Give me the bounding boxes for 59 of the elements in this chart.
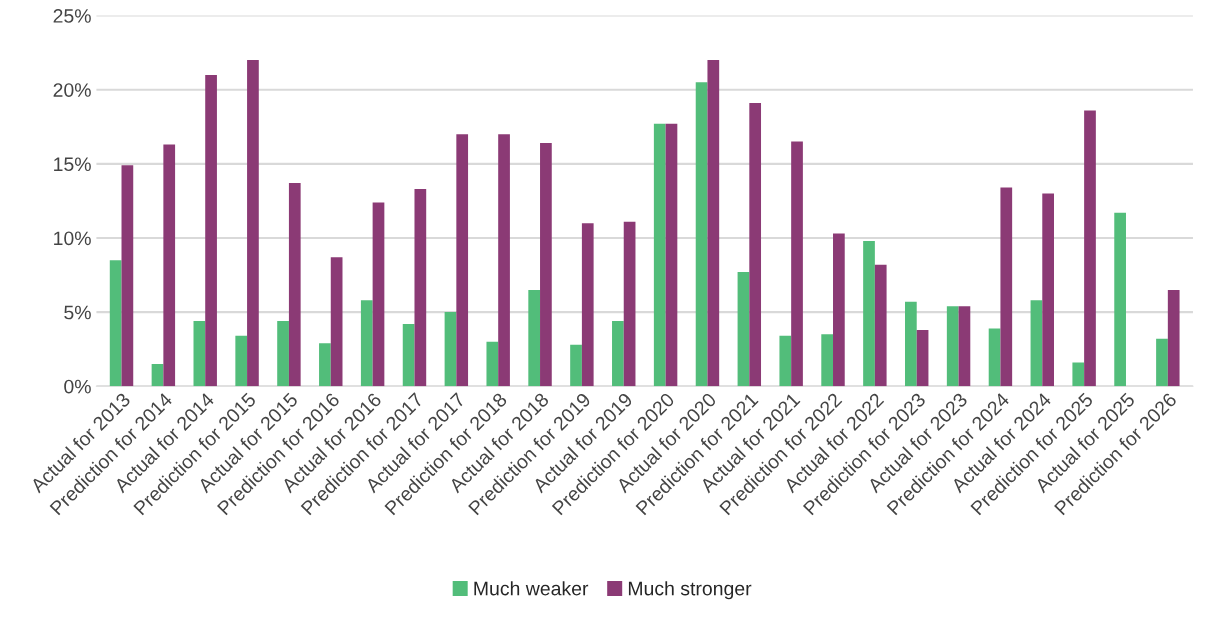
bar [833, 233, 845, 387]
bar [905, 301, 917, 387]
bar [779, 335, 792, 387]
bar [247, 60, 259, 387]
bar [1167, 289, 1180, 387]
bar [1042, 193, 1054, 387]
bar [163, 144, 176, 387]
bar [330, 257, 343, 387]
bar [151, 364, 164, 387]
y-tick-label: 15% [54, 157, 91, 172]
y-tick-label: 25% [53, 9, 91, 23]
bar [528, 289, 541, 387]
bar [1072, 362, 1085, 387]
bar [570, 344, 582, 387]
bar [193, 321, 206, 387]
bar [958, 306, 971, 387]
bar [360, 300, 373, 387]
bar [277, 321, 289, 387]
y-tick-label: 0% [64, 379, 91, 394]
bar [540, 143, 552, 387]
bar [1084, 110, 1096, 387]
legend-label: Much weaker [474, 581, 589, 596]
bar [665, 123, 678, 387]
bar [235, 335, 248, 387]
bar [414, 189, 427, 387]
bar [319, 343, 331, 387]
bar [456, 134, 469, 387]
bar [372, 202, 385, 387]
bar [863, 240, 875, 387]
bar [205, 74, 217, 387]
bar [623, 221, 636, 387]
legend-label: Much stronger [628, 581, 752, 600]
bar [288, 183, 301, 387]
bar [1156, 338, 1168, 387]
bar [749, 103, 762, 387]
bar [1114, 212, 1126, 387]
bar [121, 165, 134, 387]
y-tick-label: 5% [64, 305, 91, 320]
bar [916, 329, 929, 387]
bar [486, 341, 499, 387]
y-tick-label: 10% [54, 231, 91, 246]
bar [402, 323, 415, 387]
bar [498, 134, 510, 387]
bar [612, 321, 624, 387]
bar [737, 272, 750, 387]
bar [988, 328, 1001, 387]
y-tick-label: 20% [53, 83, 91, 97]
bar [653, 123, 666, 387]
bar [444, 312, 457, 387]
bar [1000, 187, 1013, 387]
bar [946, 306, 959, 387]
bar [707, 60, 720, 387]
bar [1030, 300, 1043, 387]
bar [581, 223, 594, 387]
bar [791, 141, 803, 387]
bar [874, 264, 887, 387]
bar [109, 260, 122, 387]
bar [695, 82, 708, 387]
bar [821, 334, 834, 387]
